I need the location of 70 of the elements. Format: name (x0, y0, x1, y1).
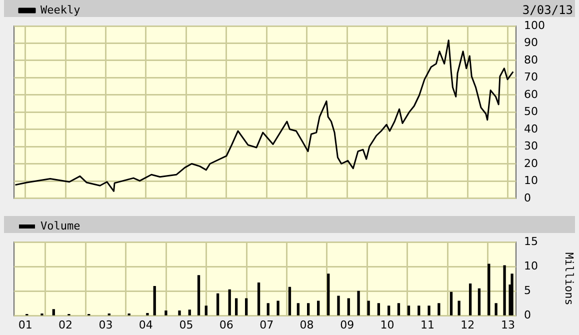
bar (468, 283, 472, 316)
bar (188, 310, 191, 316)
bar (407, 306, 410, 316)
bar (197, 275, 200, 316)
x-tick-label: 06 (219, 318, 234, 332)
y-tick-label: 80 (524, 53, 538, 66)
x-tick-label: 13 (500, 318, 515, 332)
x-tick-label: 09 (340, 318, 354, 332)
bar (257, 282, 260, 316)
bar (494, 303, 498, 316)
x-tick-label: 11 (420, 318, 434, 332)
x-tick-label: 12 (460, 318, 475, 332)
bar (347, 298, 350, 316)
bar (510, 274, 514, 316)
bar (153, 286, 156, 316)
y-tick-label: 20 (524, 156, 538, 170)
y-tick-label: 50 (524, 105, 538, 118)
x-tick-label: 10 (380, 318, 394, 332)
y-tick-label: 5 (524, 284, 531, 298)
bar (296, 303, 300, 316)
bar (367, 300, 370, 316)
bar (276, 300, 280, 316)
y-tick-label: 30 (524, 140, 538, 153)
y-tick-label: 0 (524, 191, 531, 204)
bar (377, 303, 380, 316)
legend-label: Volume (40, 219, 80, 232)
bar (450, 292, 453, 316)
bar (234, 298, 238, 316)
y-tick-label: 60 (524, 88, 538, 101)
bar (438, 303, 440, 316)
bar (216, 293, 220, 316)
bar (204, 306, 208, 316)
bar (337, 296, 340, 316)
bar (327, 274, 330, 316)
x-tick-label: 02 (58, 318, 73, 332)
x-tick-label: 04 (138, 318, 153, 332)
bar (357, 290, 360, 316)
y-tick-label: 10 (524, 174, 538, 188)
y-tick-label: 90 (524, 36, 538, 50)
bar (317, 300, 320, 316)
bar (458, 300, 460, 316)
bar (503, 265, 506, 316)
bar (245, 298, 248, 316)
bar (288, 286, 292, 316)
y-tick-label: 10 (524, 259, 538, 272)
bar (178, 310, 181, 316)
bar (228, 289, 231, 316)
x-tick-label: 05 (179, 318, 194, 332)
bar (307, 303, 310, 316)
bar (428, 306, 430, 316)
bar (418, 306, 420, 316)
bar (164, 310, 168, 316)
bar (266, 303, 270, 316)
x-tick-label: 07 (260, 318, 274, 332)
y-tick-label: 70 (524, 70, 538, 84)
x-tick-label: 08 (300, 318, 314, 332)
y-tick-label: 15 (524, 234, 538, 248)
bar (387, 306, 390, 316)
bar (397, 303, 400, 316)
bar (478, 288, 481, 316)
x-tick-label: 03 (98, 318, 113, 332)
text: 3/03/13 (522, 3, 573, 17)
x-tick-label: 01 (18, 318, 32, 332)
y-axis-title: Millions (562, 252, 576, 306)
bar (52, 309, 55, 316)
y-tick-label: 0 (524, 308, 531, 322)
legend-label: Weekly (40, 3, 81, 16)
y-tick-label: 100 (524, 18, 545, 32)
y-tick-label: 40 (524, 122, 538, 136)
bar (488, 264, 490, 316)
